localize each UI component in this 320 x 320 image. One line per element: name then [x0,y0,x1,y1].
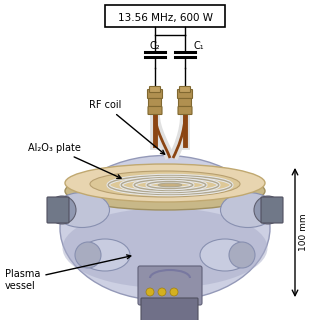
Circle shape [146,288,154,296]
Ellipse shape [54,193,109,228]
Ellipse shape [158,183,182,187]
Circle shape [170,288,178,296]
Text: RF coil: RF coil [89,100,165,154]
Ellipse shape [229,242,255,268]
Text: 13.56 MHz, 600 W: 13.56 MHz, 600 W [117,13,212,23]
FancyBboxPatch shape [178,107,192,115]
FancyBboxPatch shape [148,99,162,107]
FancyBboxPatch shape [178,90,193,99]
Ellipse shape [220,193,276,228]
FancyBboxPatch shape [141,298,198,320]
Bar [105,5,225,27]
Ellipse shape [90,171,240,197]
Text: 100 mm: 100 mm [299,214,308,251]
Ellipse shape [80,239,130,271]
Ellipse shape [254,196,282,224]
Ellipse shape [48,196,76,224]
Ellipse shape [65,164,265,202]
Ellipse shape [75,242,101,268]
FancyBboxPatch shape [180,86,190,92]
Text: Al₂O₃ plate: Al₂O₃ plate [28,143,121,178]
Text: C₁: C₁ [193,41,204,51]
FancyBboxPatch shape [149,86,161,92]
FancyBboxPatch shape [47,197,69,223]
FancyBboxPatch shape [148,90,163,99]
Ellipse shape [65,172,265,210]
Ellipse shape [200,239,250,271]
Text: Plasma
vessel: Plasma vessel [5,255,131,291]
FancyBboxPatch shape [148,107,162,115]
Circle shape [158,288,166,296]
Ellipse shape [60,156,270,300]
Ellipse shape [62,208,268,288]
FancyBboxPatch shape [261,197,283,223]
FancyBboxPatch shape [138,266,202,305]
Text: C₂: C₂ [150,41,160,51]
FancyBboxPatch shape [179,99,191,107]
